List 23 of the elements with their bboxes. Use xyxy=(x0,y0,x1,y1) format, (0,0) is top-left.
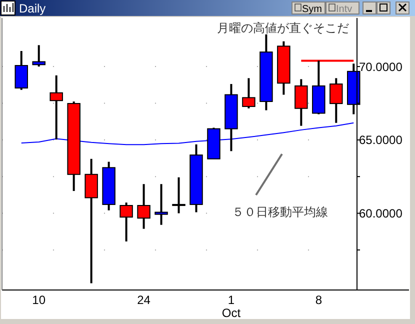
text: Sym xyxy=(302,4,322,15)
candlestick xyxy=(154,183,168,226)
candlestick xyxy=(120,202,133,242)
x-tick-label: 8 xyxy=(315,293,322,307)
x-tick-label: 1 Oct xyxy=(222,293,242,320)
candlestick xyxy=(84,158,98,284)
candlestick xyxy=(14,50,28,91)
chart-title: Daily xyxy=(19,2,46,16)
x-tick-label: 24 xyxy=(137,293,151,307)
annotation: 月曜の高値が直ぐそこだ xyxy=(217,21,349,35)
y-tick-label: 65.0000 xyxy=(359,133,403,148)
candlestick xyxy=(294,78,308,127)
candlestick xyxy=(50,74,63,140)
candlestick xyxy=(32,44,46,68)
annotation: ５０日移動平均線 xyxy=(232,205,328,219)
y-tick-label: 60.0000 xyxy=(359,206,403,220)
candlestick xyxy=(172,176,186,214)
text: Intv xyxy=(336,4,352,15)
x-tick-label: 10 xyxy=(32,293,46,307)
candlestick xyxy=(242,77,256,110)
y-tick-label: 70.0000 xyxy=(359,60,403,74)
candlestick xyxy=(137,183,150,230)
candlestick xyxy=(330,77,343,124)
